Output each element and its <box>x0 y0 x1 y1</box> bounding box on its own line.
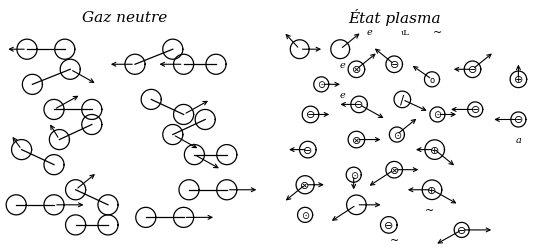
Text: ⊖: ⊖ <box>470 105 480 115</box>
Text: ⊙: ⊙ <box>433 110 442 120</box>
Text: ⊖: ⊖ <box>354 100 364 110</box>
Text: État plasma: État plasma <box>348 9 441 26</box>
Text: o: o <box>429 76 435 84</box>
Text: ~: ~ <box>433 28 442 38</box>
Text: ⊖: ⊖ <box>306 110 315 120</box>
Text: ~: ~ <box>424 205 434 215</box>
Text: ⊖: ⊖ <box>457 225 467 235</box>
Text: ⊗: ⊗ <box>352 65 361 75</box>
Text: ⊙: ⊙ <box>393 130 401 140</box>
Text: Gaz neutre: Gaz neutre <box>82 10 167 24</box>
Text: ⊕: ⊕ <box>427 185 437 195</box>
Text: ιL: ιL <box>401 28 409 36</box>
Text: ⊖: ⊖ <box>389 60 399 70</box>
Text: e: e <box>367 28 373 37</box>
Text: ⊖: ⊖ <box>303 145 313 155</box>
Text: ⊕: ⊕ <box>430 145 440 155</box>
Text: a: a <box>516 136 521 144</box>
Text: e: e <box>340 60 346 70</box>
Text: ⊕: ⊕ <box>514 75 523 85</box>
Text: e: e <box>340 90 346 100</box>
Text: ⊗: ⊗ <box>352 135 361 145</box>
Text: ⊖: ⊖ <box>468 65 477 75</box>
Text: ⊙: ⊙ <box>301 210 309 220</box>
Text: /: / <box>400 94 404 106</box>
Text: ⊖: ⊖ <box>514 115 523 125</box>
Text: ⊗: ⊗ <box>389 165 399 175</box>
Text: ⊖: ⊖ <box>384 220 394 230</box>
Text: ⊗: ⊗ <box>300 180 310 190</box>
Text: ~: ~ <box>389 235 399 245</box>
Text: ⊙: ⊙ <box>317 80 326 90</box>
Text: ⊙: ⊙ <box>349 170 358 180</box>
